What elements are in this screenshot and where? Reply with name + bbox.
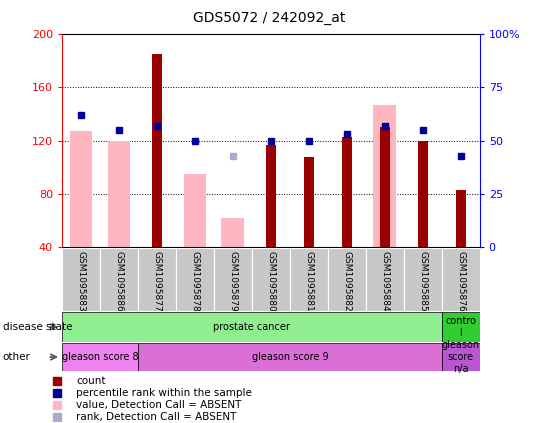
Bar	[152, 54, 162, 247]
Text: GDS5072 / 242092_at: GDS5072 / 242092_at	[194, 11, 345, 25]
Text: rank, Detection Call = ABSENT: rank, Detection Call = ABSENT	[77, 412, 237, 423]
Text: count: count	[77, 376, 106, 386]
Bar	[328, 248, 366, 311]
Text: GSM1095884: GSM1095884	[381, 251, 389, 312]
Text: GSM1095880: GSM1095880	[266, 251, 275, 312]
Text: GSM1095881: GSM1095881	[305, 251, 313, 312]
Text: value, Detection Call = ABSENT: value, Detection Call = ABSENT	[77, 400, 241, 410]
Bar	[108, 141, 130, 247]
Bar	[404, 248, 442, 311]
Text: GSM1095885: GSM1095885	[418, 251, 427, 312]
Text: GSM1095878: GSM1095878	[190, 251, 199, 312]
Text: prostate cancer: prostate cancer	[213, 322, 291, 332]
Bar	[442, 312, 480, 342]
Text: GSM1095879: GSM1095879	[229, 251, 237, 312]
Bar	[342, 137, 352, 247]
Bar	[176, 248, 214, 311]
Bar	[303, 157, 314, 247]
Text: gleason score 9: gleason score 9	[252, 352, 328, 362]
Bar	[366, 248, 404, 311]
Bar	[455, 190, 466, 247]
Bar	[266, 145, 276, 247]
Bar	[418, 141, 428, 247]
Bar	[442, 248, 480, 311]
Text: GSM1095876: GSM1095876	[456, 251, 465, 312]
Bar	[252, 248, 290, 311]
Text: other: other	[3, 352, 31, 362]
Bar	[138, 343, 442, 371]
Bar	[100, 248, 138, 311]
Bar	[374, 104, 396, 247]
Text: contro
l: contro l	[445, 316, 476, 338]
Text: GSM1095883: GSM1095883	[77, 251, 86, 312]
Bar	[62, 248, 100, 311]
Bar	[183, 174, 206, 247]
Bar	[379, 127, 390, 247]
Text: percentile rank within the sample: percentile rank within the sample	[77, 388, 252, 398]
Bar	[222, 218, 244, 247]
Bar	[442, 343, 480, 371]
Text: disease state: disease state	[3, 322, 72, 332]
Text: GSM1095882: GSM1095882	[342, 251, 351, 312]
Text: GSM1095877: GSM1095877	[153, 251, 161, 312]
Text: gleason
score
n/a: gleason score n/a	[441, 341, 480, 374]
Bar	[138, 248, 176, 311]
Bar	[70, 131, 92, 247]
Bar	[214, 248, 252, 311]
Bar	[290, 248, 328, 311]
Text: gleason score 8: gleason score 8	[61, 352, 139, 362]
Text: GSM1095886: GSM1095886	[114, 251, 123, 312]
Bar	[62, 343, 138, 371]
